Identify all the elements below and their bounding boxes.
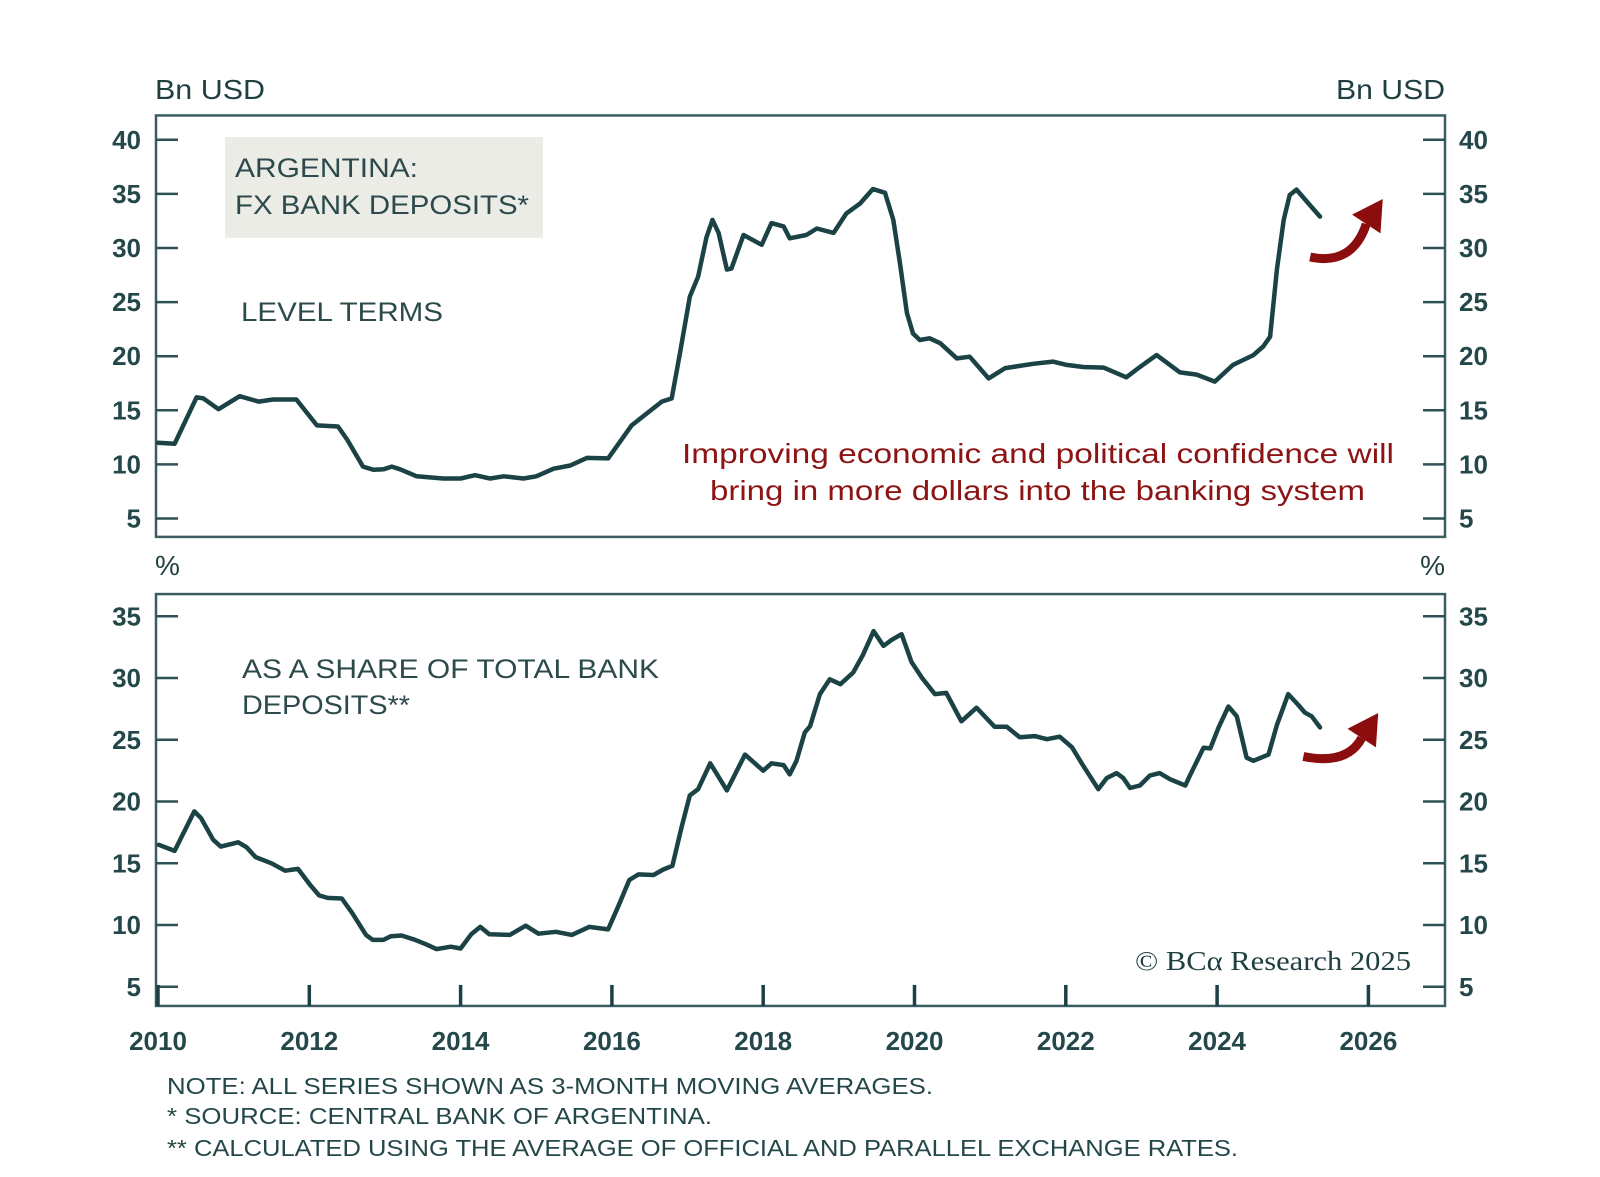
y-tick-label-left-top: 20 [112,341,141,371]
y-tick-label-right-top: 40 [1459,125,1488,155]
y-axis-unit-left-top: Bn USD [155,74,265,105]
y-tick-label-left-bottom: 35 [112,601,141,631]
footnotes: NOTE: ALL SERIES SHOWN AS 3-MONTH MOVING… [167,1073,1238,1161]
panel-subtitle-level-terms: LEVEL TERMS [241,297,443,327]
arrow-head [1347,713,1379,748]
panel-level-terms: Bn USD Bn USD 5 5 10 10 15 15 20 20 25 25 30 30 35 35… [112,74,1488,539]
y-axis-unit-right-bottom: % [1420,550,1445,581]
y-tick-label-left-bottom: 15 [112,848,141,878]
y-tick-label-left-top: 40 [112,125,141,155]
y-tick-label-left-bottom: 5 [127,972,141,1002]
annotation-arrow-bottom [1302,713,1379,764]
x-tick-label: 2012 [280,1026,338,1056]
y-axis-unit-right-top: Bn USD [1336,74,1445,105]
y-tick-label-left-top: 10 [112,449,141,479]
y-tick-label-left-top: 30 [112,233,141,263]
y-tick-label-right-top: 25 [1459,287,1488,317]
series-line-fx-deposits-level [155,186,1323,481]
x-tick-label: 2018 [734,1026,792,1056]
x-tick-label: 2022 [1037,1026,1095,1056]
footnote-calculation: ** CALCULATED USING THE AVERAGE OF OFFIC… [167,1135,1238,1161]
y-tick-label-left-bottom: 20 [112,787,141,817]
y-tick-label-right-top: 5 [1459,504,1473,534]
plot-frame-top [154,114,1447,539]
series-line-fx-deposits-share [156,628,1323,952]
x-tick-label: 2026 [1339,1026,1397,1056]
y-axis-ticks-bottom: 5 5 10 10 15 15 20 20 25 25 30 30 35 35 [112,601,1488,1002]
plot-frame-bottom [154,592,1447,1008]
arrow-shaft [1302,735,1366,764]
y-tick-label-left-top: 15 [112,395,141,425]
arrow-head [1352,198,1383,234]
annotation-arrow-top [1309,198,1383,263]
footnote-note: NOTE: ALL SERIES SHOWN AS 3-MONTH MOVING… [167,1073,933,1099]
x-tick-label: 2020 [886,1026,944,1056]
panel-subtitle-share-line-1: AS A SHARE OF TOTAL BANK [242,654,659,684]
chart-title-line-1: ARGENTINA: [235,153,418,183]
y-tick-label-right-bottom: 25 [1459,725,1488,755]
chart-title-box [225,137,543,238]
footnote-source: * SOURCE: CENTRAL BANK OF ARGENTINA. [167,1103,712,1129]
annotation-text-line-2: bring in more dollars into the banking s… [710,475,1365,506]
y-tick-label-left-top: 25 [112,287,141,317]
x-tick-label: 2010 [129,1026,187,1056]
x-tick-label: 2016 [583,1026,641,1056]
y-tick-label-right-bottom: 30 [1459,663,1488,693]
x-tick-label: 2014 [432,1026,490,1056]
panel-subtitle-share-line-2: DEPOSITS** [242,690,411,720]
y-tick-label-left-bottom: 30 [112,663,141,693]
y-tick-label-right-top: 15 [1459,395,1488,425]
y-tick-label-left-bottom: 25 [112,725,141,755]
y-tick-label-right-bottom: 20 [1459,787,1488,817]
copyright-label: © BCα Research 2025 [1135,946,1411,976]
y-axis-ticks-top: 5 5 10 10 15 15 20 20 25 25 30 30 35 35 40 40 [112,125,1488,534]
y-tick-label-right-bottom: 5 [1459,972,1473,1002]
y-tick-label-left-bottom: 10 [112,910,141,940]
y-tick-label-right-top: 30 [1459,233,1488,263]
annotation-text-line-1: Improving economic and political confide… [682,438,1394,469]
x-tick-label: 2024 [1188,1026,1246,1056]
y-axis-unit-left-bottom: % [155,550,180,581]
arrow-shaft [1309,222,1371,263]
y-tick-label-right-top: 35 [1459,179,1488,209]
chart-title-line-2: FX BANK DEPOSITS* [235,190,530,220]
y-tick-label-left-top: 35 [112,179,141,209]
y-tick-label-right-bottom: 15 [1459,848,1488,878]
y-tick-label-right-bottom: 35 [1459,601,1488,631]
y-tick-label-right-bottom: 10 [1459,910,1488,940]
y-tick-label-right-top: 20 [1459,341,1488,371]
y-tick-label-right-top: 10 [1459,449,1488,479]
y-tick-label-left-top: 5 [127,504,141,534]
x-axis-ticks: 2010 2012 2014 2016 2018 2020 2022 2024 2026 [129,984,1397,1056]
